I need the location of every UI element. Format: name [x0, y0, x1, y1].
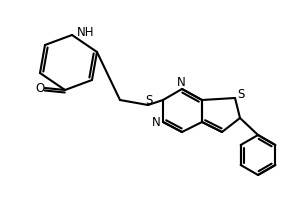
Text: NH: NH	[77, 25, 94, 38]
Text: O: O	[35, 82, 45, 95]
Text: N: N	[152, 116, 160, 130]
Text: N: N	[177, 75, 185, 88]
Text: S: S	[145, 94, 153, 106]
Text: S: S	[237, 88, 245, 100]
